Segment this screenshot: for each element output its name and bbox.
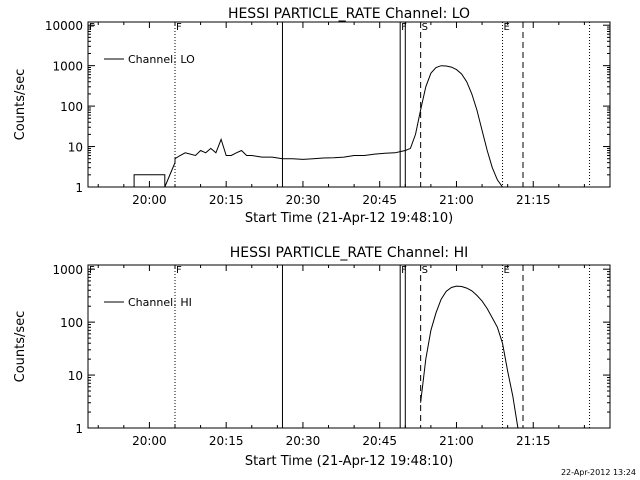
plot-frame: [87, 264, 611, 429]
y-tick-label: 10: [68, 141, 83, 155]
legend-label: Channel: LO: [128, 53, 195, 66]
x-tick-label: 20:00: [132, 193, 167, 207]
x-tick-label: 21:00: [439, 193, 474, 207]
legend-label: Channel: HI: [128, 296, 192, 309]
x-tick-label: 20:15: [209, 434, 244, 448]
y-tick-label: 1: [75, 422, 83, 436]
x-axis-label: Start Time (21-Apr-12 19:48:10): [245, 211, 453, 226]
chart-title: HESSI PARTICLE_RATE Channel: HI: [230, 245, 468, 261]
event-marker-label: F: [176, 22, 182, 33]
x-axis-label: Start Time (21-Apr-12 19:48:10): [245, 454, 453, 469]
series-line: [128, 65, 518, 188]
footer-timestamp: 22-Apr-2012 13:24: [561, 468, 636, 477]
event-marker-label: E: [504, 22, 510, 33]
x-tick-label: 20:30: [286, 193, 321, 207]
y-tick-label: 10000: [45, 19, 83, 33]
event-marker-label: S: [422, 22, 428, 33]
y-tick-label: 10: [68, 369, 83, 383]
event-marker-label: F: [401, 265, 407, 276]
chart-lo: HESSI PARTICLE_RATE Channel: LO 20:00 20:1…: [13, 6, 611, 226]
x-tick-label: 21:00: [439, 434, 474, 448]
x-tick-label: 21:15: [516, 193, 551, 207]
event-marker-label: F: [176, 265, 182, 276]
event-marker-label: S: [422, 265, 428, 276]
y-axis-label: Counts/sec: [13, 311, 28, 383]
x-tick-label: 20:15: [209, 193, 244, 207]
chart-title: HESSI PARTICLE_RATE Channel: LO: [228, 6, 470, 22]
x-tick-label: 20:00: [132, 434, 167, 448]
plot-frame: [87, 21, 611, 188]
series-line: [420, 285, 519, 429]
y-tick-label: 100: [60, 316, 83, 330]
x-tick-label: 20:30: [286, 434, 321, 448]
y-axis-label: Counts/sec: [13, 69, 28, 141]
y-tick-label: 100: [60, 100, 83, 114]
y-tick-label: 1: [75, 181, 83, 195]
event-marker-label: F: [89, 265, 95, 276]
x-tick-label: 20:45: [362, 193, 397, 207]
x-tick-label: 20:45: [362, 434, 397, 448]
chart-hi: HESSI PARTICLE_RATE Channel: HI 20:00 20:1…: [13, 245, 611, 469]
x-tick-label: 21:15: [516, 434, 551, 448]
y-tick-label: 1000: [52, 60, 83, 74]
y-tick-label: 1000: [52, 263, 83, 277]
event-marker-label: E: [504, 265, 510, 276]
event-marker-label: F: [401, 22, 407, 33]
event-marker-label: F: [89, 22, 95, 33]
